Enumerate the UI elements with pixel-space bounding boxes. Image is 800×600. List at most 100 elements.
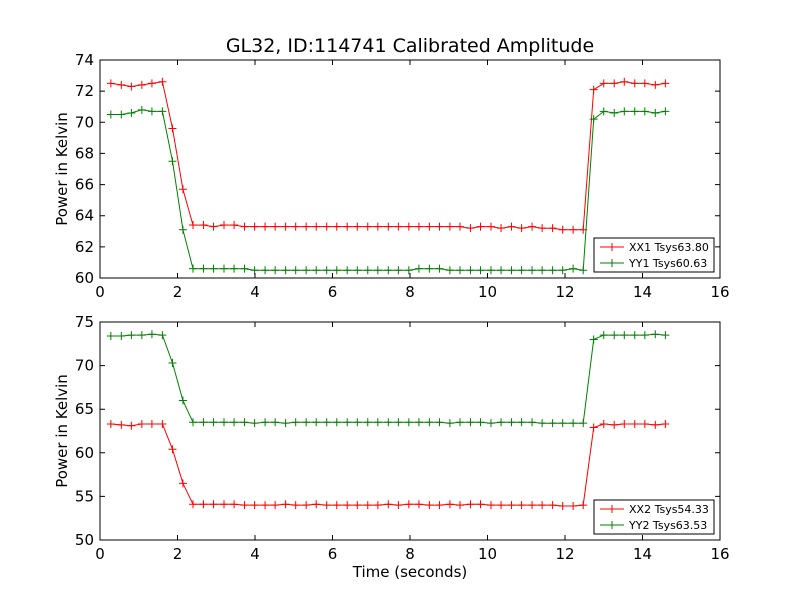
data-point (517, 224, 526, 233)
data-point (640, 420, 649, 429)
data-point (476, 266, 485, 275)
legend-marker (608, 521, 616, 529)
legend: XX1 Tsys63.80 YY1 Tsys60.63 (593, 237, 715, 273)
y-tick-label: 55 (75, 487, 94, 505)
data-point (466, 418, 475, 427)
data-point (127, 108, 136, 117)
x-tick-label: 6 (328, 545, 338, 563)
x-tick-label: 6 (328, 283, 338, 301)
data-point (630, 331, 639, 340)
data-point (425, 222, 434, 231)
data-point (137, 80, 146, 89)
data-point (343, 266, 352, 275)
data-point (486, 501, 495, 510)
data-point (558, 501, 567, 510)
y-tick-label: 66 (75, 176, 94, 194)
data-point (497, 224, 506, 233)
series-1 (106, 77, 670, 234)
legend-label: YY2 Tsys63.53 (628, 519, 707, 532)
data-point (117, 420, 126, 429)
data-point (117, 331, 126, 340)
x-tick-label: 0 (95, 283, 105, 301)
series-2 (106, 330, 670, 428)
data-point (302, 501, 311, 510)
data-point (640, 331, 649, 340)
data-point (610, 420, 619, 429)
data-point (281, 222, 290, 231)
data-point (661, 420, 670, 429)
data-point (445, 419, 454, 428)
data-point (384, 500, 393, 509)
y-tick-label: 74 (75, 51, 94, 69)
x-tick-label: 0 (95, 545, 105, 563)
data-point (106, 420, 115, 429)
data-point (558, 419, 567, 428)
data-point (261, 418, 270, 427)
data-point (528, 501, 537, 510)
data-point (404, 222, 413, 231)
data-point (373, 418, 382, 427)
data-point (158, 107, 167, 116)
data-point (189, 221, 197, 230)
data-point (651, 108, 660, 117)
data-point (209, 500, 218, 509)
data-point (312, 222, 321, 231)
data-point (404, 418, 413, 427)
data-point (466, 500, 475, 509)
data-point (476, 418, 485, 427)
y-tick-label: 75 (75, 313, 94, 331)
data-point (168, 445, 177, 454)
x-tick-label: 12 (555, 283, 574, 301)
data-point (230, 221, 239, 230)
data-point (486, 419, 495, 428)
data-point (230, 264, 239, 273)
data-point (353, 501, 362, 510)
data-point (363, 501, 372, 510)
data-point (579, 501, 588, 510)
data-point (199, 500, 208, 509)
y-tick-label: 65 (75, 400, 94, 418)
data-point (199, 264, 208, 273)
data-point (220, 500, 228, 509)
data-point (455, 418, 464, 427)
data-point (445, 500, 454, 509)
data-point (445, 222, 454, 231)
data-point (312, 500, 321, 509)
data-point (106, 331, 115, 340)
legend-box (593, 499, 715, 535)
data-point (220, 221, 228, 230)
y-tick-label: 62 (75, 238, 94, 256)
data-point (589, 335, 598, 344)
data-point (189, 264, 197, 273)
data-point (466, 266, 475, 275)
data-point (455, 266, 464, 275)
legend-marker (608, 505, 616, 513)
y-tick-label: 72 (75, 82, 94, 100)
data-point (322, 222, 331, 231)
data-point (189, 418, 197, 427)
data-point (414, 500, 423, 509)
data-point (558, 225, 567, 234)
data-point (240, 222, 249, 231)
data-point (261, 501, 270, 510)
data-point (435, 222, 444, 231)
data-point (384, 222, 393, 231)
data-point (302, 266, 311, 275)
data-point (353, 222, 362, 231)
data-point (312, 266, 321, 275)
data-point (630, 79, 639, 88)
legend: XX2 Tsys54.33 YY2 Tsys63.53 (593, 499, 715, 535)
data-point (435, 264, 444, 273)
data-point (332, 222, 341, 231)
data-point (548, 266, 557, 275)
data-point (220, 418, 228, 427)
data-point (168, 358, 177, 367)
data-point (271, 501, 280, 510)
x-tick-label: 4 (250, 283, 260, 301)
data-point (240, 418, 249, 427)
y-tick-label: 60 (75, 444, 94, 462)
y-axis-label-bottom: Power in Kelvin (53, 374, 71, 488)
data-point (332, 266, 341, 275)
data-point (106, 79, 115, 88)
